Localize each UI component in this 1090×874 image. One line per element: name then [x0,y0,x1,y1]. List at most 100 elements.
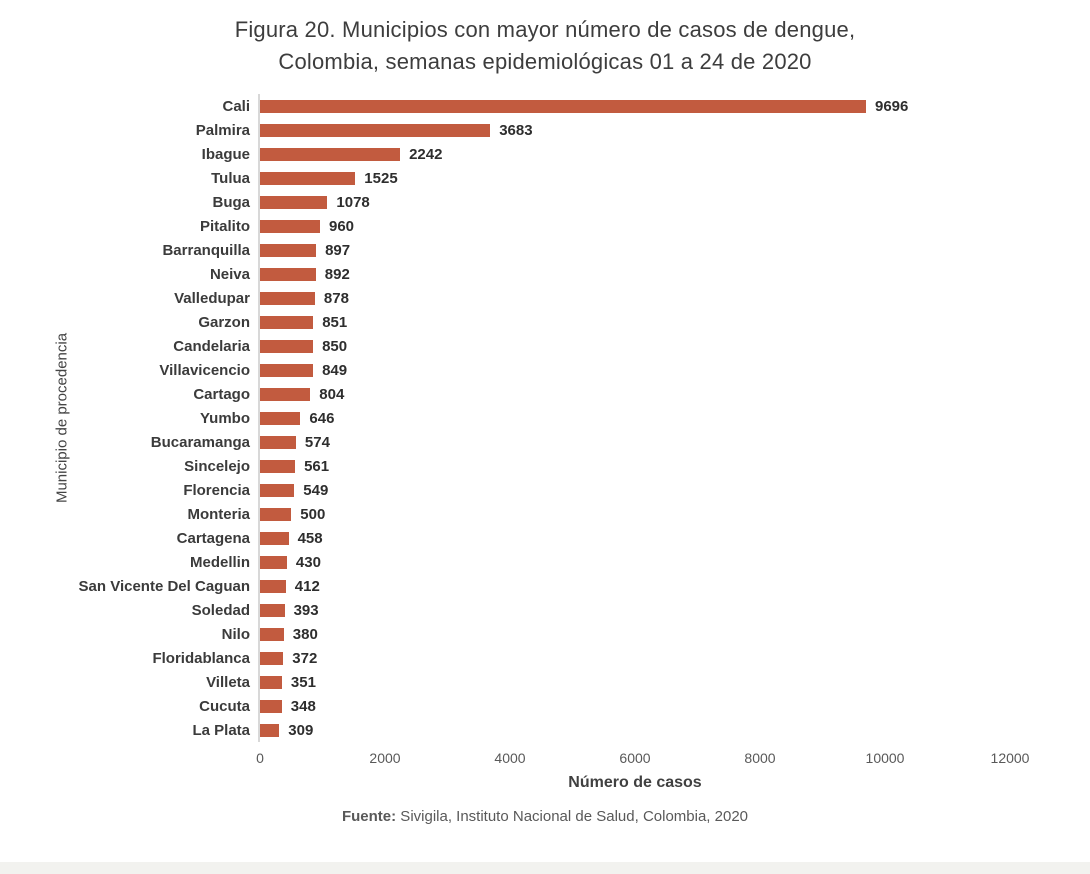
bar-row: Cartagena 458 [0,526,1090,550]
value-label: 372 [292,649,318,667]
source-note: Fuente: Sivigila, Instituto Nacional de … [0,808,1090,825]
bar-row: Tulua 1525 [0,166,1090,190]
value-label: 878 [323,289,349,307]
category-label: Cali [222,97,250,115]
bar-area: 351 [258,670,1090,694]
bar [260,315,314,329]
value-label: 380 [292,625,318,643]
chart-title: Figura 20. Municipios con mayor número d… [0,0,1090,78]
bar-row: Villeta 351 [0,670,1090,694]
y-axis-title: Municipio de procedencia [53,332,71,504]
bar [260,627,284,641]
value-label: 309 [288,721,314,739]
category-label: Sincelejo [184,457,250,475]
value-label: 393 [293,601,319,619]
bar-row: Monteria 500 [0,502,1090,526]
category-label: Medellin [189,553,250,571]
x-axis-tick: 8000 [744,750,776,766]
x-axis-tick: 10000 [865,750,905,766]
category-label: Cartagena [176,529,250,547]
bar-row: Cucuta 348 [0,694,1090,718]
bar-row: Yumbo 646 [0,406,1090,430]
bar-row: Cartago 804 [0,382,1090,406]
category-label: Barranquilla [162,241,250,259]
bar-area: 804 [258,382,1090,406]
bar [260,699,282,713]
value-label: 960 [329,217,355,235]
bar-area: 850 [258,334,1090,358]
bar-area: 2242 [258,142,1090,166]
category-label: Floridablanca [152,649,250,667]
value-label: 2242 [409,145,443,163]
bar-area: 892 [258,262,1090,286]
x-axis-title: Número de casos [568,774,702,791]
bar-area: 561 [258,454,1090,478]
x-axis-tick: 0 [256,750,264,766]
bar-row: Valledupar 878 [0,286,1090,310]
bar [260,579,286,593]
bar [260,723,280,737]
bar-area: 1078 [258,190,1090,214]
bar-area: 849 [258,358,1090,382]
bar-row: Soledad 393 [0,598,1090,622]
bar-area: 458 [258,526,1090,550]
bar [260,267,316,281]
value-label: 412 [294,577,320,595]
value-label: 804 [319,385,345,403]
bar-area: 878 [258,286,1090,310]
bar-row: Nilo 380 [0,622,1090,646]
value-label: 430 [295,553,321,571]
category-label: Garzon [198,313,250,331]
bar-area: 3683 [258,118,1090,142]
bar-area: 646 [258,406,1090,430]
bar [260,651,284,665]
value-label: 892 [324,265,350,283]
bar-area: 851 [258,310,1090,334]
x-axis-tick: 2000 [369,750,401,766]
bar [260,555,287,569]
bar-area: 1525 [258,166,1090,190]
value-label: 646 [309,409,335,427]
value-label: 561 [304,457,330,475]
bar [260,243,317,257]
value-label: 574 [304,433,330,451]
value-label: 549 [303,481,329,499]
bar-area: 960 [258,214,1090,238]
value-label: 1525 [364,169,398,187]
category-label: Soledad [191,601,250,619]
bar-area: 348 [258,694,1090,718]
bar [260,363,314,377]
bar [260,483,295,497]
category-label: Buga [212,193,251,211]
bar-area: 393 [258,598,1090,622]
value-label: 458 [297,529,323,547]
category-label: Tulua [211,169,250,187]
category-label: Monteria [187,505,250,523]
bar-row: Villavicencio 849 [0,358,1090,382]
bar-area: 430 [258,550,1090,574]
chart-title-line1: Figura 20. Municipios con mayor número d… [234,17,856,42]
category-label: Cartago [193,385,250,403]
bar-area: 897 [258,238,1090,262]
bar-chart: Municipio de procedencia Cali 9696 Palmira… [0,94,1090,792]
bar [260,123,491,137]
x-axis: 0 2000 4000 6000 8000 10000 12000 [256,742,1029,768]
bar-area: 380 [258,622,1090,646]
value-label: 850 [322,337,348,355]
x-axis-tick: 4000 [494,750,526,766]
bar [260,459,296,473]
bar-row: Garzon 851 [0,310,1090,334]
bar-area: 372 [258,646,1090,670]
category-label: Nilo [221,625,250,643]
category-label: Villeta [206,673,250,691]
category-label: La Plata [192,721,250,739]
value-label: 1078 [336,193,370,211]
bar-row: Palmira 3683 [0,118,1090,142]
bar [260,219,320,233]
bar-area: 574 [258,430,1090,454]
bar [260,195,328,209]
bar [260,411,301,425]
category-label: Yumbo [199,409,250,427]
bar [260,291,315,305]
